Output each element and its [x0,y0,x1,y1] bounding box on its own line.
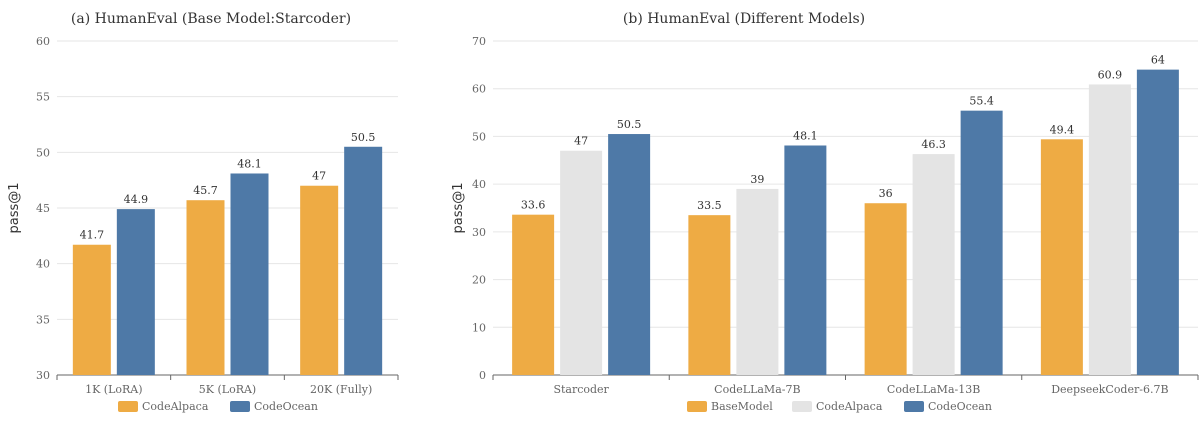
chart-b-data-label: 36 [879,187,893,200]
chart-a-legend-swatch[interactable] [118,401,138,412]
chart-b-legend-swatch[interactable] [687,401,707,412]
chart-a-x-tick-label: 20K (Fully) [310,383,372,396]
chart-a-title: (a) HumanEval (Base Model:Starcoder) [71,11,351,27]
chart-b-y-tick-label: 0 [479,369,486,382]
chart-b-bar [864,203,907,375]
chart-a-bar [116,209,155,375]
chart-b-data-label: 33.5 [697,199,722,212]
chart-a-legend-label[interactable]: CodeOcean [254,400,318,413]
chart-b-x-tick-label: Starcoder [553,383,609,396]
chart-a-data-label: 47 [312,170,326,183]
chart-a-bar [300,185,339,375]
chart-a-legend-label[interactable]: CodeAlpaca [142,400,209,413]
chart-b-bar [912,154,955,375]
chart-a-legend-swatch[interactable] [230,401,250,412]
chart-b-data-label: 55.4 [969,95,994,108]
chart-b-data-label: 39 [750,173,764,186]
chart-b-y-tick-label: 50 [472,130,486,143]
chart-b-data-label: 60.9 [1098,68,1123,81]
chart-b-data-label: 46.3 [921,138,946,151]
chart-b-data-label: 47 [574,135,588,148]
chart-b-bar [736,188,779,375]
chart-b-legend-label[interactable]: CodeOcean [928,400,992,413]
chart-a-y-tick-label: 40 [36,258,50,271]
chart-a: (a) HumanEval (Base Model:Starcoder) pas… [7,11,399,413]
chart-b-y-tick-label: 40 [472,178,486,191]
chart-b-legend-swatch[interactable] [792,401,812,412]
chart-b-bar [512,214,555,375]
chart-b-bar [1136,69,1179,375]
chart-a-data-label: 50.5 [351,131,376,144]
chart-b-x-tick-label: CodeLLaMa-7B [714,383,800,396]
chart-b-bar [560,150,603,375]
chart-b-legend-swatch[interactable] [904,401,924,412]
chart-b-y-tick-label: 10 [472,321,486,334]
chart-b-bar [1040,139,1083,375]
chart-b-bar [608,134,651,375]
chart-b-y-axis-label: pass@1 [451,182,466,233]
chart-b-x-tick-label: CodeLLaMa-13B [887,383,980,396]
chart-b-y-tick-label: 60 [472,83,486,96]
chart-a-y-tick-label: 30 [36,369,50,382]
chart-a-data-label: 48.1 [237,157,262,170]
chart-a-bar [344,146,383,375]
chart-b-legend-label[interactable]: CodeAlpaca [816,400,883,413]
chart-a-y-tick-label: 45 [36,202,50,215]
chart-b-x-tick-label: DeepseekCoder-6.7B [1051,383,1168,396]
chart-a-bar [186,200,225,375]
chart-a-x-tick-label: 5K (LoRA) [199,383,256,396]
chart-b-bar [688,215,731,375]
chart-a-bar [72,244,111,375]
chart-a-y-tick-label: 50 [36,146,50,159]
chart-a-y-tick-label: 55 [36,91,50,104]
chart-a-data-label: 44.9 [124,193,149,206]
chart-b-data-label: 64 [1151,54,1165,67]
chart-b-bar [1088,84,1131,376]
chart-b-data-label: 49.4 [1050,123,1075,136]
chart-b-data-label: 48.1 [793,129,818,142]
chart-b-bar [784,145,827,375]
chart-b-y-tick-label: 70 [472,35,486,48]
chart-b-data-label: 50.5 [617,118,642,131]
chart-b-legend-label[interactable]: BaseModel [711,400,773,413]
chart-a-y-tick-label: 35 [36,313,50,326]
chart-b: (b) HumanEval (Different Models) pass@1 … [451,11,1199,413]
chart-a-data-label: 45.7 [193,184,218,197]
chart-a-x-tick-label: 1K (LoRA) [85,383,142,396]
chart-b-data-label: 33.6 [521,199,546,212]
chart-a-bar [230,173,269,375]
chart-a-y-axis-label: pass@1 [7,182,22,233]
chart-a-y-tick-label: 60 [36,35,50,48]
chart-b-y-tick-label: 30 [472,226,486,239]
chart-b-y-tick-label: 20 [472,274,486,287]
chart-a-data-label: 41.7 [80,229,105,242]
chart-b-bar [960,110,1003,376]
chart-b-title: (b) HumanEval (Different Models) [623,11,865,27]
